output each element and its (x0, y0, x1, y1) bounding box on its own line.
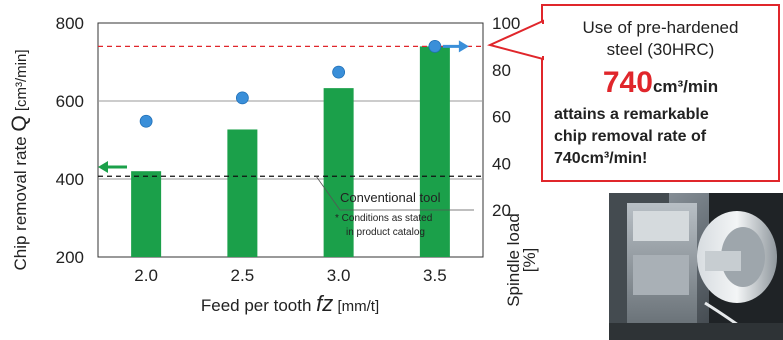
y-tick-label-3: 800 (56, 14, 84, 33)
x-axis-label-symbol: fz (316, 291, 333, 316)
x-axis-label: Feed per tooth fz [mm/t] (201, 291, 379, 316)
x-tick-label-1: 2.5 (231, 266, 255, 285)
y-axis-label-unit: [cm³/min] (13, 49, 30, 115)
machining-photo (609, 193, 783, 340)
y2-tick-label-3: 80 (492, 61, 511, 80)
callout-line-4: chip removal rate of (554, 128, 707, 145)
x-tick-label-0: 2.0 (134, 266, 158, 285)
y2-tick-label-0: 20 (492, 201, 511, 220)
y2-tick-label-2: 60 (492, 108, 511, 127)
marker-2 (332, 65, 346, 79)
x-tick-label-3: 3.5 (423, 266, 447, 285)
right-axis-arrow-icon (458, 40, 469, 53)
y-tick-label-1: 400 (56, 170, 84, 189)
bar-2 (323, 88, 354, 257)
annotation-title: Conventional tool (340, 190, 441, 205)
x-axis-label-unit: [mm/t] (333, 298, 379, 315)
callout-line-2: steel (30HRC) (606, 40, 715, 59)
bar-3 (419, 46, 450, 258)
callout-line-5: 740cm³/min! (554, 150, 648, 167)
y-axis-label: Chip removal rate Q [cm³/min] (8, 49, 31, 270)
y-axis-label-text: Chip removal rate (11, 132, 30, 271)
bar-0 (131, 171, 162, 257)
y2-axis-label-line-2: [%] (520, 248, 539, 273)
annotation-leader (315, 175, 474, 211)
y-axis-label-symbol: Q (8, 115, 31, 131)
marker-0 (139, 114, 153, 128)
bar-1 (227, 129, 258, 257)
annotation-note-1: * Conditions as stated (335, 213, 432, 224)
marker-3 (428, 40, 442, 53)
callout-box: Use of pre-hardened steel (30HRC) 740cm³… (541, 4, 780, 182)
y-tick-label-2: 600 (56, 92, 84, 111)
callout-big-value: 740 (602, 66, 653, 99)
x-tick-label-2: 3.0 (327, 266, 351, 285)
chart-svg: Conventional tool * Conditions as stated i… (8, 14, 539, 316)
plot-frame (97, 22, 484, 258)
annotation-note-2: in product catalog (346, 227, 425, 238)
y2-tick-label-4: 100 (492, 14, 520, 33)
callout-big-line: 740cm³/min (543, 66, 778, 100)
y2-tick-label-1: 40 (492, 154, 511, 173)
left-axis-arrow-icon (98, 161, 108, 173)
y-tick-label-0: 200 (56, 248, 84, 267)
marker-1 (235, 91, 249, 105)
callout-big-unit: cm³/min (652, 77, 719, 96)
x-axis-label-text: Feed per tooth (201, 296, 316, 315)
callout-pointer (487, 19, 544, 61)
callout-line-3: attains a remarkable (554, 106, 709, 123)
y2-axis-label-line-1: Spindle load (504, 213, 523, 307)
callout-line-1: Use of pre-hardened (582, 18, 739, 37)
